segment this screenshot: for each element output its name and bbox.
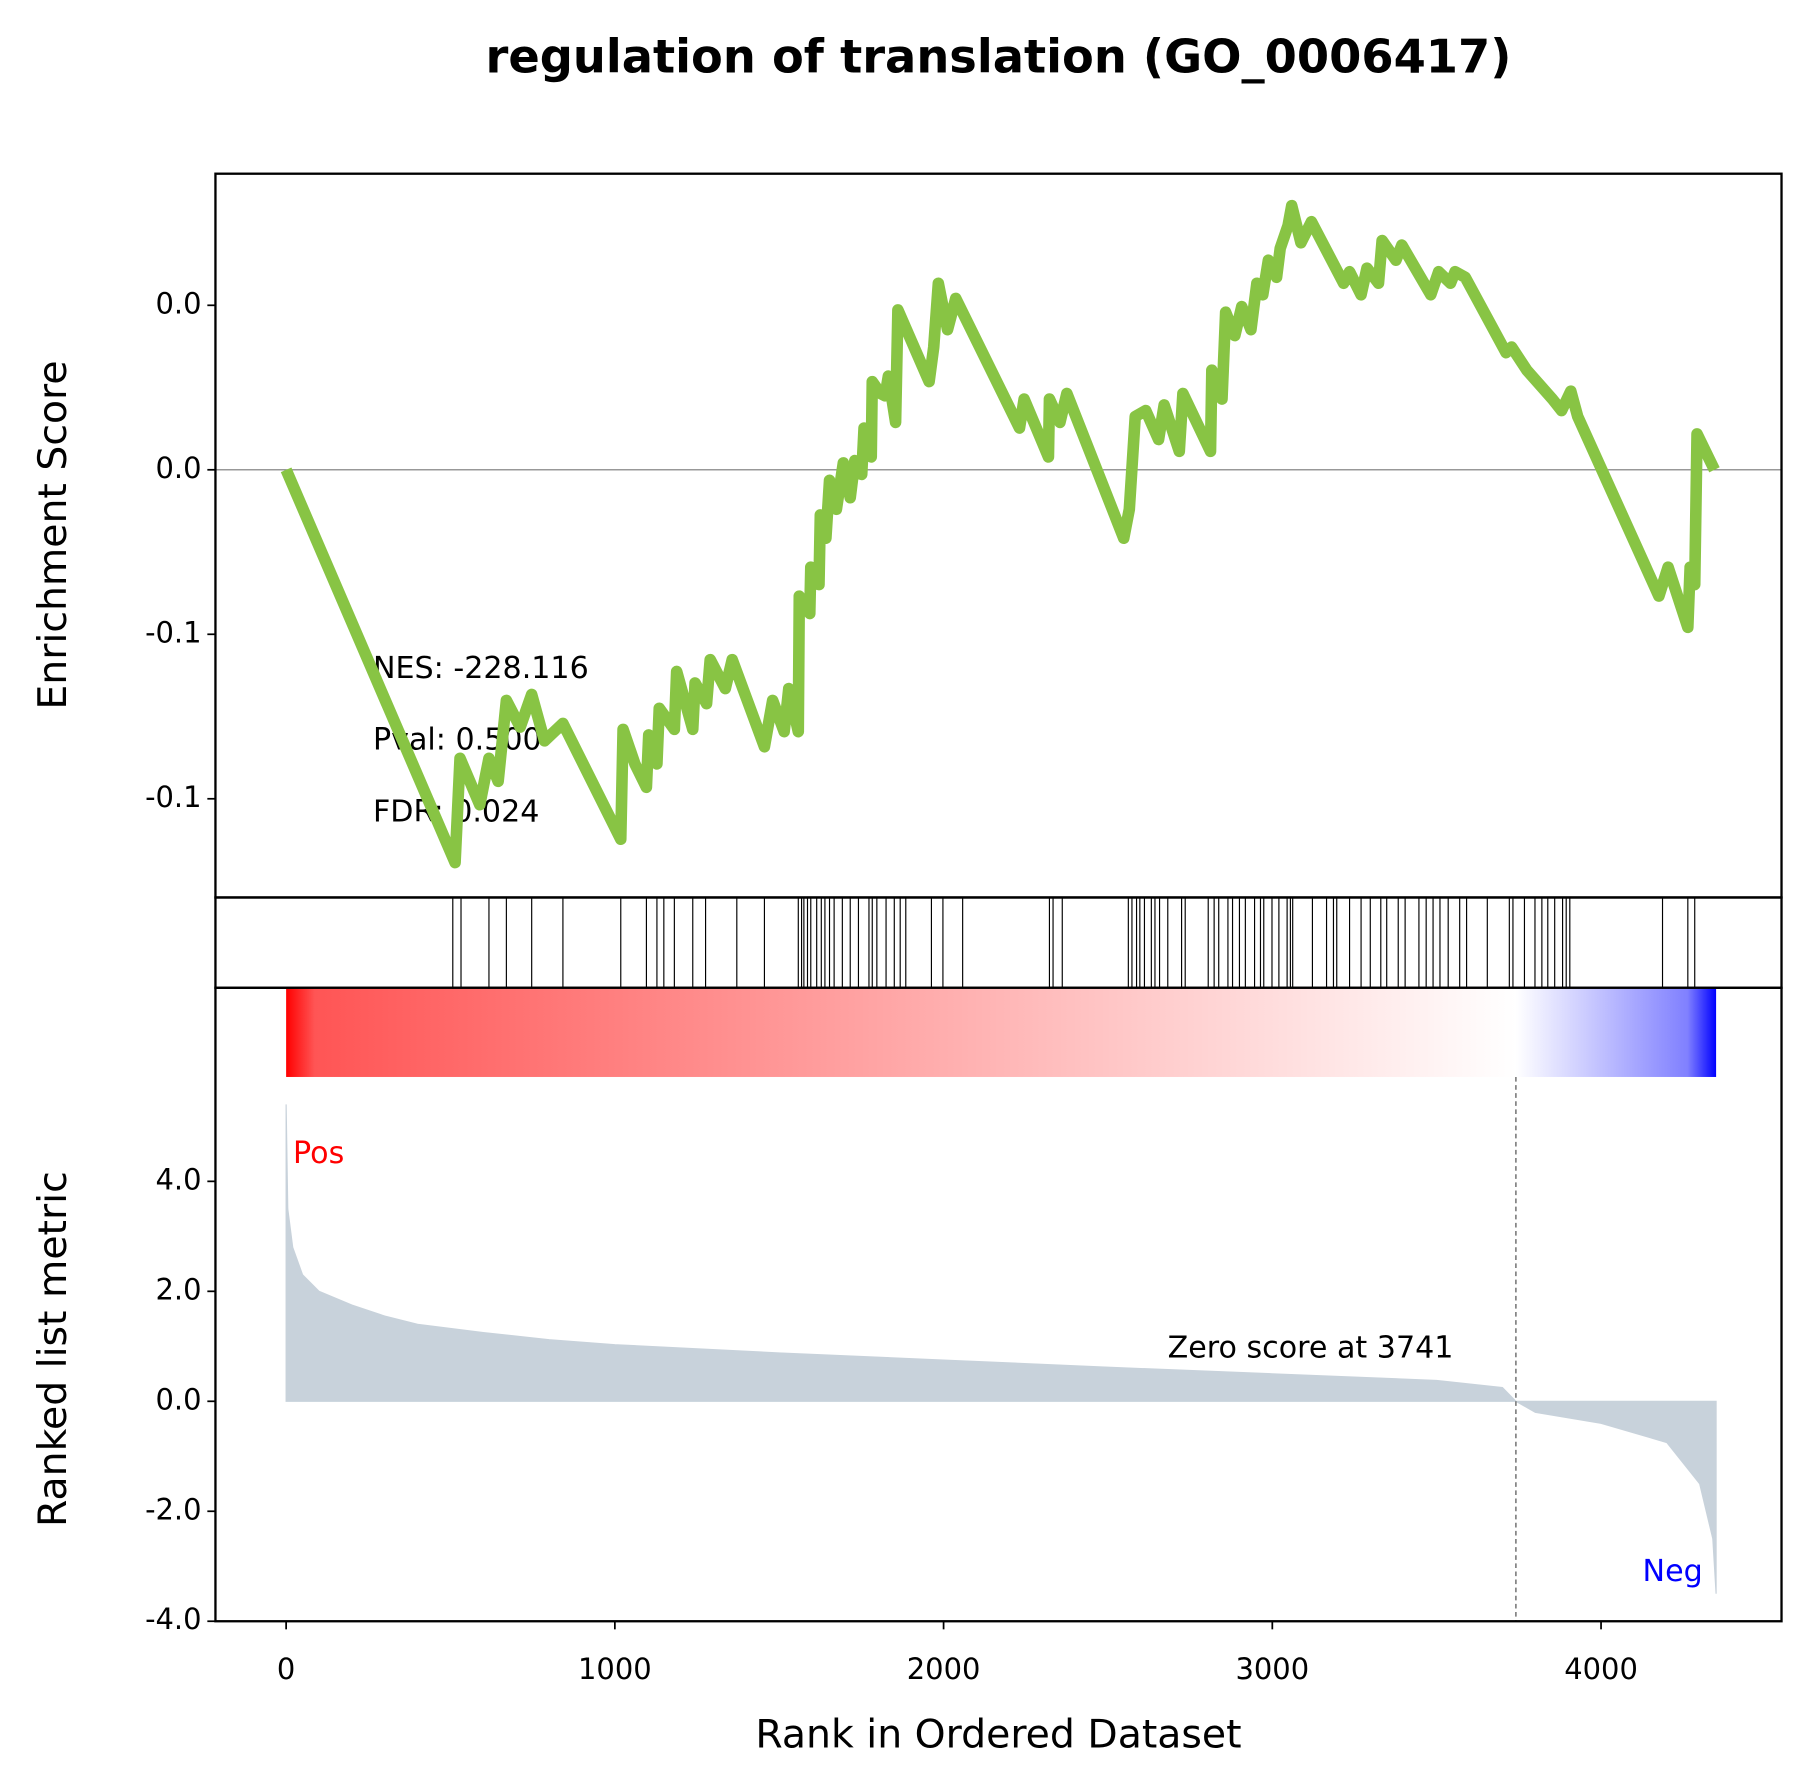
axes-frame — [214, 896, 1783, 989]
y-tick-label: 0.0 — [156, 451, 202, 485]
color-bar — [286, 987, 1717, 1077]
neg-label: Neg — [1643, 1554, 1703, 1589]
x-tick-label: 3000 — [1235, 1652, 1309, 1686]
y-tick-label: 0.0 — [156, 1382, 202, 1416]
y-tick-label: -0.1 — [145, 780, 201, 814]
es-line — [280, 199, 1720, 869]
zero-score-label: Zero score at 3741 — [1168, 1331, 1454, 1366]
axes-frame — [214, 172, 1783, 899]
y-tick-label: -4.0 — [145, 1602, 201, 1636]
y-tick-label: -2.0 — [145, 1492, 201, 1526]
y-axis-label: Enrichment Score — [30, 360, 76, 709]
y-tick-label: 4.0 — [156, 1162, 202, 1196]
y-tick-label: 0.0 — [156, 286, 202, 320]
y-tick-label: -0.1 — [145, 615, 201, 649]
x-tick-label: 1000 — [578, 1652, 652, 1686]
metric-area — [285, 1104, 1717, 1594]
pos-label: Pos — [293, 1136, 344, 1171]
x-tick-label: 4000 — [1564, 1652, 1638, 1686]
y-axis-label: Ranked list metric — [30, 1171, 76, 1527]
x-axis-label: Rank in Ordered Dataset — [755, 1712, 1241, 1758]
x-tick-label: 2000 — [907, 1652, 981, 1686]
axes-frame — [214, 986, 1783, 1623]
x-tick-label: 0 — [277, 1652, 295, 1686]
y-tick-label: 2.0 — [156, 1272, 202, 1306]
chart-title: regulation of translation (GO_0006417) — [486, 30, 1512, 84]
annotation: NES: -228.116 — [373, 651, 589, 686]
